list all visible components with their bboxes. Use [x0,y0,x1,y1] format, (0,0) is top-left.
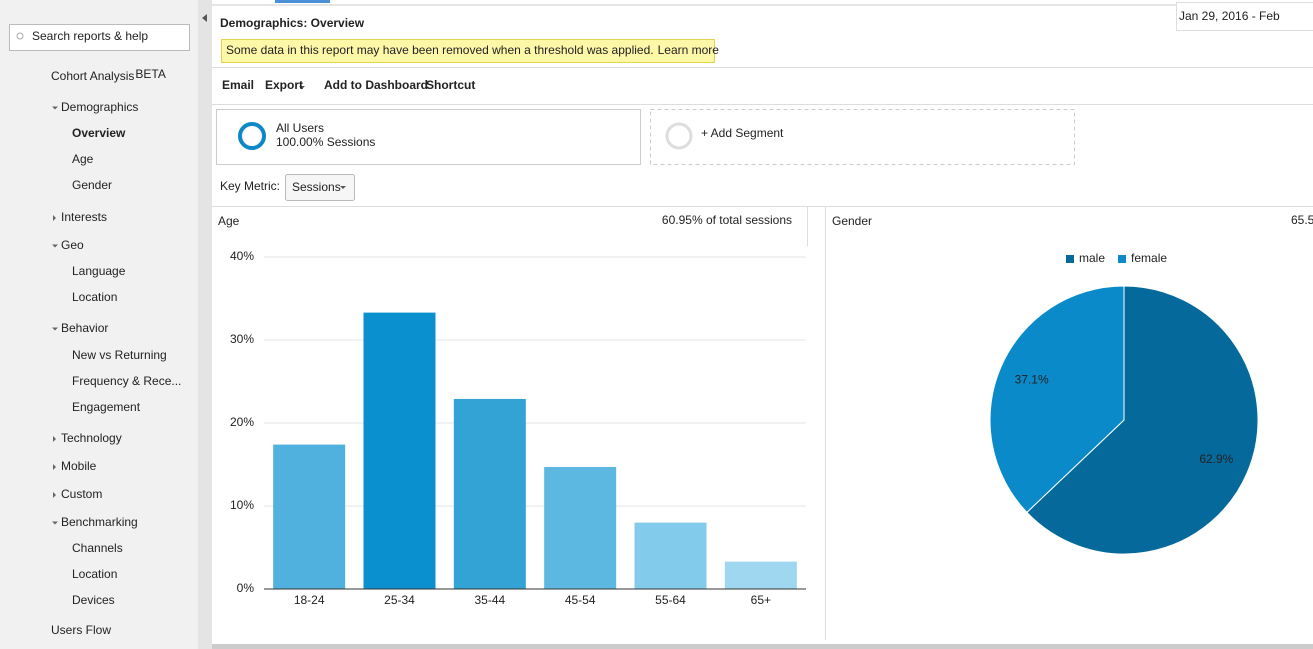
add-segment-ring [665,122,693,150]
y-tick-label: 10% [230,498,254,512]
bar [544,466,617,589]
nav-item[interactable]: Cohort Analysis [51,69,134,83]
nav-arrow [52,244,58,248]
legend-label: female [1131,251,1167,265]
nav-item[interactable]: Gender [72,178,112,192]
add-segment-box[interactable] [650,109,1075,165]
bar [363,312,436,589]
y-tick-label: 20% [230,415,254,429]
toolbar-button[interactable]: Add to Dashboard [324,78,428,92]
notice-link[interactable]: Learn more [658,43,720,57]
x-tick-label: 25-34 [384,593,415,607]
metric-dropdown[interactable] [285,174,355,201]
y-tick-label: 30% [230,332,254,346]
nav-arrow [53,464,56,470]
page-title: Demographics: Overview [220,16,365,30]
date-range[interactable]: Jan 29, 2016 - Feb [1179,9,1280,23]
nav-arrow [52,327,58,331]
nav-arrow [52,106,58,110]
nav-item[interactable]: Location [72,567,117,581]
bar [634,522,707,589]
date-box[interactable] [1176,2,1313,31]
segment-box[interactable] [216,109,641,165]
legend-swatch [1118,255,1127,263]
y-tick-label: 40% [230,249,254,263]
x-tick-label: 18-24 [294,593,325,607]
nav-item[interactable]: Technology [61,431,122,445]
nav-item[interactable]: Geo [61,238,84,252]
nav-item[interactable]: Interests [61,210,107,224]
nav-item[interactable]: Location [72,290,117,304]
nav-item[interactable]: Devices [72,593,115,607]
search-box[interactable] [9,24,190,51]
sidebar [0,0,198,649]
nav-item[interactable]: Mobile [61,459,97,473]
bar [724,561,797,589]
segment-detail: 100.00% Sessions [276,135,375,149]
nav-badge: BETA [135,67,165,81]
search-placeholder: Search reports & help [32,29,148,43]
slice-label: 62.9% [1199,452,1233,466]
notice-box [221,39,715,63]
nav-item[interactable]: Language [72,264,126,278]
legend-swatch [1066,255,1074,263]
chart-title: Gender [832,214,872,228]
x-tick-label: 45-54 [565,593,596,607]
nav-item[interactable]: Benchmarking [61,515,138,529]
nav-item[interactable]: Demographics [61,100,138,114]
bar [453,398,526,589]
x-tick-label: 55-64 [655,593,686,607]
nav-item[interactable]: Age [72,152,94,166]
tab-indicator [275,0,330,3]
nav-arrow [53,492,56,498]
notice-text: Some data in this report may have been r… [226,43,654,57]
nav-arrow [53,436,56,442]
top-rule [212,4,1313,6]
x-tick-label: 65+ [751,593,771,607]
segment-name: All Users [276,121,324,135]
pie-slice [1026,285,1259,555]
pie-slice [989,285,1125,514]
toggle-arrow [202,14,207,22]
toolbar-button[interactable]: Email [222,78,254,92]
nav-arrow [52,521,58,525]
nav-item[interactable]: Channels [72,541,123,555]
add-segment[interactable]: + Add Segment [701,126,784,140]
nav-item[interactable]: Users Flow [51,623,111,637]
nav-item[interactable]: Overview [72,126,126,140]
sidebar-toggle[interactable] [198,0,212,649]
key-metric-value[interactable]: Sessions [292,180,341,194]
legend-label: male [1079,251,1105,265]
chart-subtitle: 65.5 [1291,213,1313,227]
nav-arrow [53,215,56,221]
toolbar-button[interactable]: Shortcut [426,78,475,92]
nav-item[interactable]: Behavior [61,321,108,335]
nav-item[interactable]: New vs Returning [72,348,167,362]
slice-label: 37.1% [1015,373,1049,387]
bar [273,444,346,589]
key-metric-label: Key Metric: [220,179,280,193]
segment-ring [238,122,266,150]
chart-title: Age [218,214,240,228]
nav-item[interactable]: Custom [61,487,102,501]
chart-subtitle: 60.95% of total sessions [662,213,792,227]
search-icon [16,32,24,40]
nav-item[interactable]: Engagement [72,400,141,414]
export-caret [299,86,305,89]
toolbar-button[interactable]: Export [265,78,303,92]
nav-item[interactable]: Frequency & Rece... [72,374,181,388]
dropdown-caret [340,186,346,189]
x-tick-label: 35-44 [474,593,505,607]
scrollbar [212,644,1313,649]
y-tick-label: 0% [237,581,255,595]
